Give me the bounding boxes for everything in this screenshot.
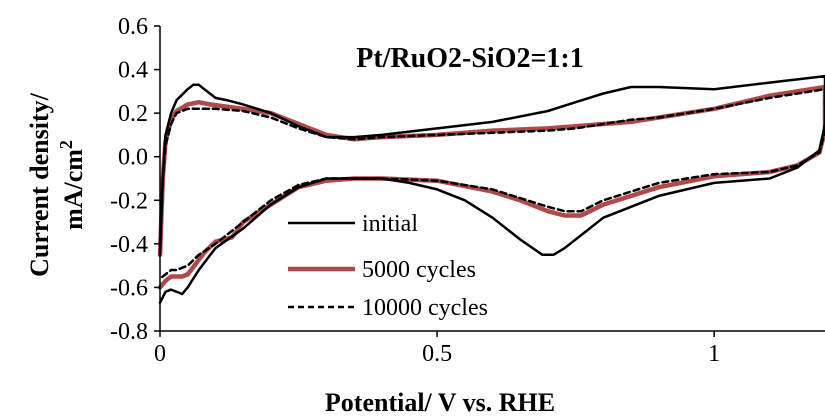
y-axis-label-line1: Current density/ [25,92,54,276]
plot-lines [157,74,825,304]
y-tick-label: 0.2 [118,101,148,127]
y-tick-label: 0.0 [118,145,148,171]
y-axis-label-line2: mA/cm2 [56,140,88,230]
x-tick-label: 0 [154,341,166,367]
chart-title: Pt/RuO2-SiO2=1:1 [356,43,584,74]
legend-label: 10000 cycles [362,295,488,321]
series-line-initial [158,74,825,304]
y-tick-label: -0.4 [110,232,148,258]
y-tick-label: 0.4 [118,58,148,84]
series-line-10000-cycles [158,87,825,280]
legend: initial 5000 cycles 10000 cycles [288,211,488,321]
axes [154,25,825,337]
legend-label: initial [362,211,418,237]
tick-labels: -0.8 -0.6 -0.4 -0.2 0.0 0.2 0.4 0.6 0 0.5 1 [110,14,720,367]
x-tick-label: 1 [708,341,720,367]
y-tick-label: -0.8 [110,319,148,345]
y-axis-label: Current density/ mA/cm2 [25,92,88,276]
x-tick-label: 0.5 [422,341,452,367]
x-axis-label: Potential/ V vs. RHE [325,388,555,417]
legend-label: 5000 cycles [362,257,476,283]
series-line-5000-cycles [157,84,825,290]
y-tick-label: 0.6 [118,14,148,40]
y-tick-label: -0.2 [110,188,148,214]
y-tick-label: -0.6 [110,275,148,301]
